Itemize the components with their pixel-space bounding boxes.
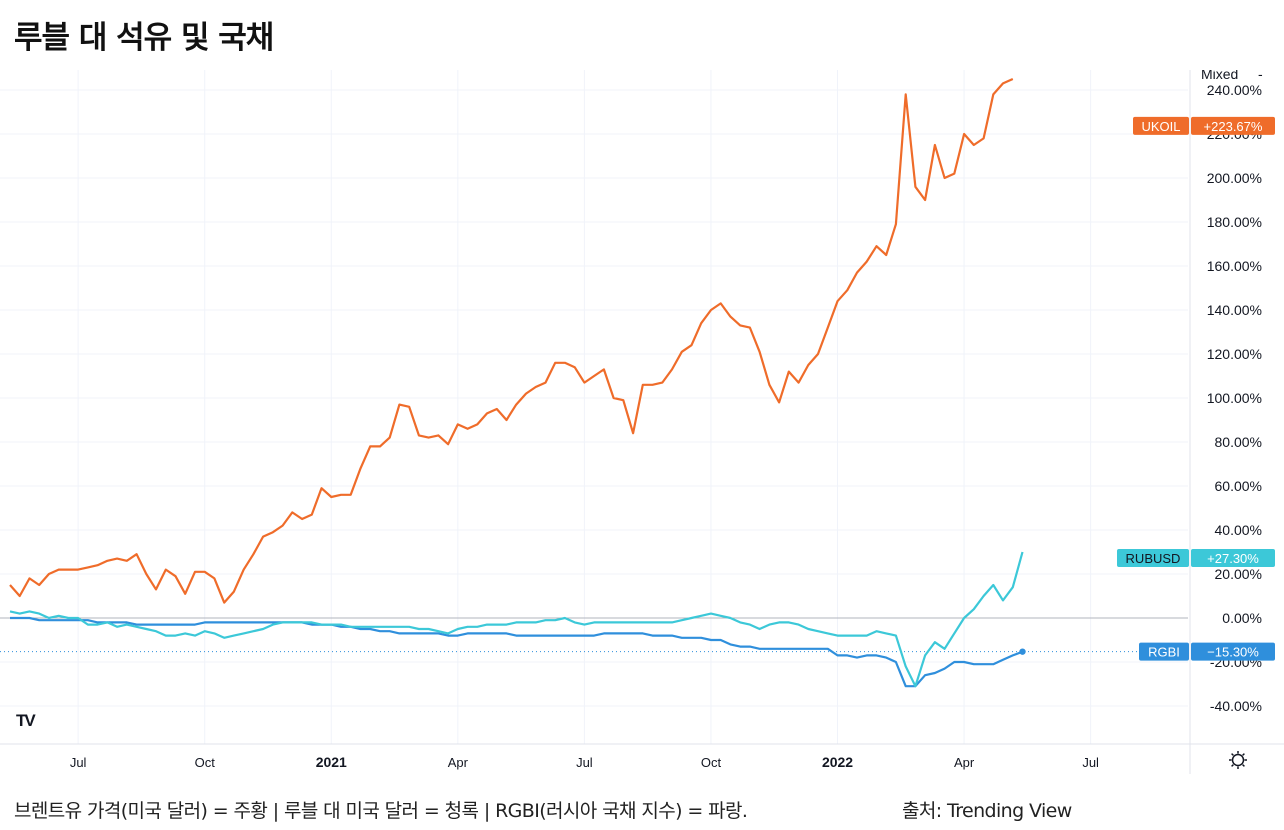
series-value-label: +27.30%	[1207, 551, 1259, 566]
series-name-label: RUBUSD	[1126, 551, 1181, 566]
y-axis[interactable]: 240.00%220.00%200.00%180.00%160.00%140.0…	[1207, 82, 1262, 714]
series-value-label: +223.67%	[1204, 119, 1263, 134]
x-tick-label: 2022	[822, 754, 853, 770]
grid	[0, 70, 1188, 744]
rgbi-last-point	[1019, 648, 1026, 655]
x-tick-label: Jul	[576, 755, 593, 770]
y-tick-label: 160.00%	[1207, 258, 1262, 274]
x-tick-label: 2021	[316, 754, 347, 770]
x-tick-label: Jul	[1082, 755, 1099, 770]
y-tick-label: 180.00%	[1207, 214, 1262, 230]
chart-caption: 브렌트유 가격(미국 달러) = 주황 | 루블 대 미국 달러 = 청록 | …	[14, 800, 748, 822]
source-note: 출처: Trending View	[902, 800, 1072, 822]
series-name-label: UKOIL	[1141, 119, 1180, 134]
y-tick-label: 240.00%	[1207, 82, 1262, 98]
y-tick-label: 40.00%	[1215, 522, 1262, 538]
x-tick-label: Apr	[954, 755, 975, 770]
series-line-rgbi[interactable]	[10, 616, 1023, 688]
y-tick-label: 140.00%	[1207, 302, 1262, 318]
series-value-tag-rubusd	[1191, 548, 1275, 567]
series-value-tag-ukoil	[1191, 116, 1275, 135]
scale-mode-label[interactable]: Mixed	[1201, 70, 1238, 82]
y-tick-label: 80.00%	[1215, 434, 1262, 450]
x-axis[interactable]: Jul Oct 2021 Apr Jul Oct 2022 Apr Jul	[70, 754, 1099, 770]
x-tick-label: Oct	[195, 755, 216, 770]
series-name-tag-ukoil	[1133, 116, 1189, 135]
x-tick-label: Apr	[448, 755, 469, 770]
series-name-tag-rubusd	[1117, 548, 1189, 567]
y-tick-label: 200.00%	[1207, 170, 1262, 186]
y-tick-label: 120.00%	[1207, 346, 1262, 362]
series-value-label: −15.30%	[1207, 645, 1259, 660]
x-tick-label: Oct	[701, 755, 722, 770]
y-tick-label: 100.00%	[1207, 390, 1262, 406]
tradingview-logo: TV	[16, 711, 38, 730]
page-title: 루블 대 석유 및 국채	[14, 20, 274, 56]
caret-down-icon[interactable]: -	[1258, 70, 1263, 82]
series-line-rubusd[interactable]	[9, 551, 1024, 688]
y-tick-label: -40.00%	[1210, 698, 1262, 714]
chart[interactable]: 240.00%220.00%200.00%180.00%160.00%140.0…	[0, 70, 1284, 774]
y-tick-label: 20.00%	[1215, 566, 1262, 582]
series-lines	[0, 77, 1188, 688]
logo-text: TV	[16, 711, 36, 730]
x-tick-label: Jul	[70, 755, 87, 770]
series-tags: UKOIL +223.67% RUBUSD +27.30% RGBI −15.30%	[1117, 116, 1275, 661]
y-tick-label: 60.00%	[1215, 478, 1262, 494]
series-name-label: RGBI	[1148, 645, 1180, 660]
gear-icon[interactable]	[1229, 751, 1247, 769]
series-value-tag-rgbi	[1191, 642, 1275, 661]
series-line-ukoil[interactable]	[9, 77, 1014, 604]
series-name-tag-rgbi	[1139, 642, 1189, 661]
y-tick-label: 0.00%	[1222, 610, 1262, 626]
